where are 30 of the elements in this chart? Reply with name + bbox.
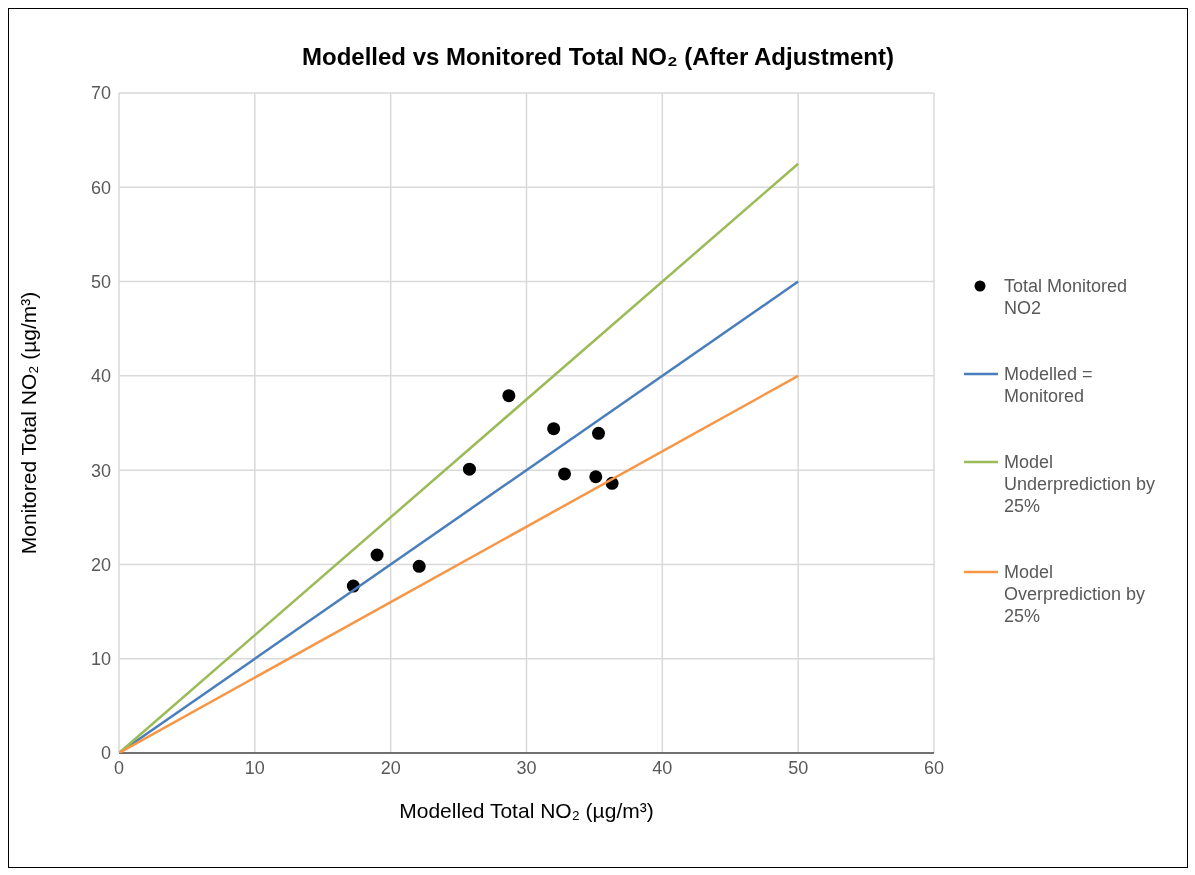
x-tick-label: 20 <box>380 757 401 778</box>
y-tick-label: 50 <box>90 271 111 292</box>
point <box>558 467 572 481</box>
x-tick-label: 0 <box>113 757 125 778</box>
legend-label: Model Overprediction by 25% <box>1004 561 1147 627</box>
y-tick-label: 70 <box>90 83 111 104</box>
point <box>502 389 516 403</box>
x-tick-label: 50 <box>788 757 809 778</box>
x-tick-label: 10 <box>244 757 265 778</box>
point <box>462 462 476 476</box>
x-tick-label: 30 <box>516 757 537 778</box>
y-tick-label: 60 <box>90 177 111 198</box>
y-tick-label: 30 <box>90 460 111 481</box>
x-tick-label: 60 <box>923 757 945 778</box>
point <box>589 470 603 484</box>
y-axis-title: Monitored Total NO₂ (µg/m³) <box>17 291 41 555</box>
x-axis-title: Modelled Total NO₂ (µg/m³) <box>399 799 654 822</box>
point <box>591 426 605 440</box>
y-tick-label: 10 <box>90 649 111 670</box>
point <box>412 559 426 573</box>
y-tick-label: 40 <box>90 366 111 387</box>
x-tick-label: 40 <box>652 757 673 778</box>
chart-title: Modelled vs Monitored Total NO₂ (After Adjustment) <box>301 42 895 72</box>
legend-label: Modelled = Monitored <box>1004 363 1094 407</box>
legend-label: Total Monitored NO2 <box>1004 275 1129 319</box>
y-tick-label: 20 <box>90 554 111 575</box>
legend-label: Model Underprediction by 25% <box>1004 451 1157 517</box>
point <box>547 422 561 436</box>
y-tick-label: 0 <box>100 743 111 764</box>
point <box>370 548 384 562</box>
